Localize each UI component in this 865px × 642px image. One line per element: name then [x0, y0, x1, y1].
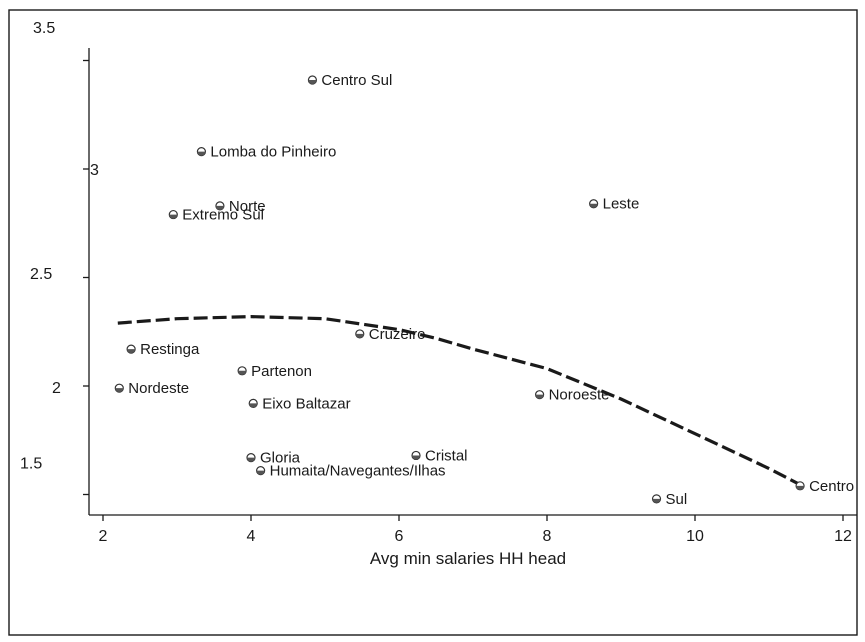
data-point-restinga: Restinga [126, 341, 200, 358]
x-tick-label: 8 [543, 528, 552, 545]
y-tick-label: 3.5 [33, 20, 55, 37]
point-marker-fill [589, 203, 598, 208]
point-label: Noroeste [549, 387, 610, 404]
data-point-leste: Leste [589, 196, 640, 213]
data-point-nordeste: Nordeste [114, 380, 189, 397]
point-label: Gloria [260, 450, 301, 467]
point-marker-fill [197, 151, 206, 156]
point-marker-fill [115, 388, 124, 393]
point-marker-fill [652, 498, 661, 503]
point-label: Restinga [140, 341, 200, 358]
data-point-humaita-navegantes-ilhas: Humaita/Navegantes/Ilhas [256, 463, 446, 480]
point-marker-fill [256, 470, 265, 475]
data-point-norte: Norte [215, 198, 266, 215]
data-point-cristal: Cristal [411, 447, 468, 464]
point-marker-fill [127, 349, 136, 354]
point-label: Partenon [251, 363, 312, 380]
point-marker-fill [215, 205, 224, 210]
point-label: Centro [809, 478, 854, 495]
data-point-noroeste: Noroeste [534, 387, 610, 404]
point-marker-fill [308, 80, 317, 85]
point-marker-fill [247, 457, 255, 462]
data-point-centro: Centro [795, 478, 854, 495]
x-tick-label: 4 [247, 528, 256, 545]
data-point-cruzeiro: Cruzeiro [355, 326, 426, 343]
point-label: Eixo Baltazar [262, 395, 350, 412]
chart-frame [8, 9, 858, 636]
point-marker-fill [355, 333, 364, 338]
point-marker-fill [535, 394, 544, 399]
point-marker-fill [412, 455, 421, 460]
x-axis-title: Avg min salaries HH head [370, 549, 566, 568]
data-point-gloria: Gloria [246, 450, 301, 467]
x-tick-label: 12 [834, 528, 852, 545]
y-tick-label: 2 [52, 380, 61, 397]
point-marker-fill [249, 403, 258, 408]
point-marker-fill [238, 370, 247, 375]
point-label: Leste [603, 196, 640, 213]
x-tick-label: 10 [686, 528, 704, 545]
point-label: Extremo Sul [182, 207, 264, 224]
data-point-eixo-baltazar: Eixo Baltazar [248, 395, 351, 412]
point-label: Nordeste [128, 380, 189, 397]
point-marker-fill [169, 214, 178, 219]
point-label: Cristal [425, 447, 468, 464]
point-label: Centro Sul [321, 72, 392, 89]
data-point-extremo-sul: Extremo Sul [168, 207, 264, 224]
fitted-trend-line [117, 314, 804, 488]
point-label: Cruzeiro [369, 326, 426, 343]
data-point-lomba-do-pinheiro: Lomba do Pinheiro [196, 144, 336, 161]
point-label: Sul [666, 491, 688, 508]
y-tick-label: 2.5 [30, 266, 52, 283]
point-label: Humaita/Navegantes/Ilhas [270, 463, 446, 480]
data-point-centro-sul: Centro Sul [307, 72, 392, 89]
data-point-sul: Sul [651, 491, 688, 508]
y-tick-label: 1.5 [20, 456, 42, 473]
y-tick-label: 3 [90, 162, 99, 179]
point-label: Lomba do Pinheiro [210, 144, 336, 161]
point-marker-fill [796, 485, 805, 490]
x-tick-label: 6 [395, 528, 404, 545]
point-label: Norte [229, 198, 266, 215]
data-point-partenon: Partenon [237, 363, 312, 380]
x-tick-label: 2 [99, 528, 108, 545]
